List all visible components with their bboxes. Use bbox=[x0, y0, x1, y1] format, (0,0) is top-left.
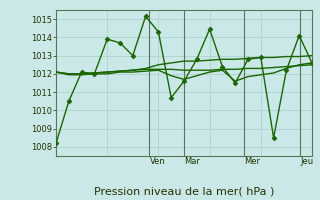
Text: Pression niveau de la mer( hPa ): Pression niveau de la mer( hPa ) bbox=[94, 186, 274, 196]
Text: Mer: Mer bbox=[244, 157, 260, 166]
Text: Ven: Ven bbox=[149, 157, 165, 166]
Text: Jeu: Jeu bbox=[300, 157, 314, 166]
Text: Mar: Mar bbox=[184, 157, 200, 166]
